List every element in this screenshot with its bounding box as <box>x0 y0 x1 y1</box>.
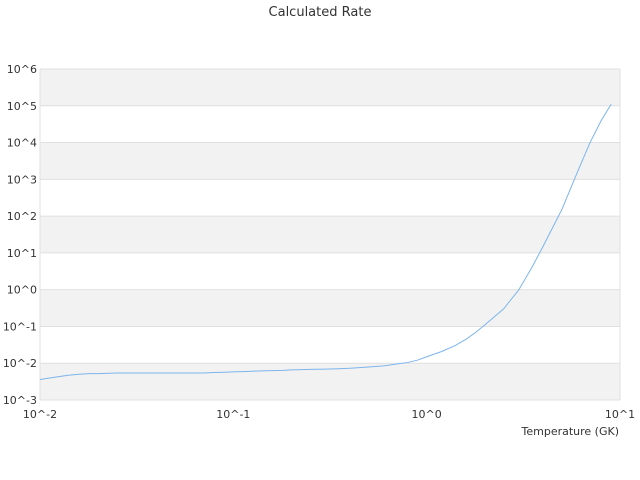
x-tick-label: 10^-2 <box>23 408 57 421</box>
x-axis-label: Temperature (GK) <box>521 425 620 438</box>
y-tick-label: 10^-3 <box>3 394 37 407</box>
y-axis-ticks: 10^-3 10^-2 10^-1 10^0 10^1 10^2 10^3 10^4 10^5 1… <box>3 63 37 407</box>
x-tick-label: 10^1 <box>605 408 635 421</box>
plot-band <box>40 216 620 253</box>
y-tick-label: 10^6 <box>7 63 37 76</box>
y-tick-label: 10^-1 <box>3 320 37 333</box>
y-tick-label: 10^3 <box>7 173 37 186</box>
x-tick-label: 10^0 <box>412 408 442 421</box>
plot-band <box>40 289 620 327</box>
plot-band <box>40 142 620 180</box>
y-tick-label: 10^-2 <box>3 357 37 370</box>
x-axis-ticks: 10^-2 10^-1 10^0 10^1 <box>23 408 635 421</box>
x-tick-label: 10^-1 <box>216 408 250 421</box>
grid-lines <box>39 68 621 401</box>
y-tick-label: 10^5 <box>7 100 37 113</box>
y-tick-label: 10^0 <box>7 284 37 297</box>
chart-title: Calculated Rate <box>269 5 372 20</box>
y-tick-label: 10^1 <box>7 247 37 260</box>
plot-band <box>40 69 620 106</box>
y-tick-label: 10^4 <box>7 137 37 150</box>
plot-bands <box>40 69 620 400</box>
series-layer <box>39 103 612 381</box>
series-line <box>39 103 612 381</box>
y-tick-label: 10^2 <box>7 210 37 223</box>
